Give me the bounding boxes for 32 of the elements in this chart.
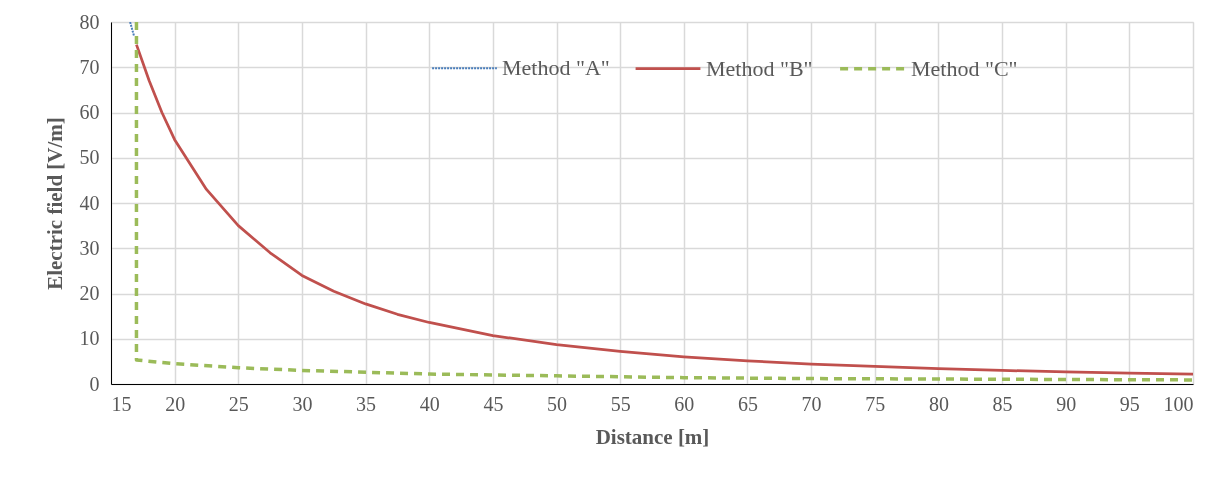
x-tick-label: 75: [865, 392, 886, 415]
x-tick-label: 60: [674, 392, 695, 415]
y-tick-label: 80: [79, 10, 100, 33]
legend-label: Method "B": [706, 55, 813, 81]
x-tick-label: 90: [1056, 392, 1077, 415]
y-tick-label: 30: [79, 236, 100, 259]
y-tick-label: 0: [89, 372, 100, 395]
x-tick-label: 100: [1163, 392, 1194, 415]
y-tick-label: 60: [79, 101, 100, 123]
y-tick-label: 50: [79, 146, 100, 169]
x-tick-label: 65: [737, 392, 758, 415]
y-tick-label: 70: [79, 55, 100, 78]
y-tick-label: 40: [79, 191, 100, 214]
y-tick-label: 20: [79, 282, 100, 304]
x-tick-label: 30: [292, 392, 313, 415]
x-tick-label: 25: [228, 392, 249, 415]
x-tick-label: 55: [610, 392, 631, 415]
x-tick-label: 95: [1119, 392, 1140, 415]
x-tick-label: 80: [928, 392, 949, 415]
x-tick-label: 35: [356, 392, 377, 415]
x-tick-label: 40: [419, 392, 440, 415]
x-tick-label: 45: [483, 392, 504, 415]
y-axis-title: Electric field [V/m]: [42, 117, 67, 290]
x-tick-label: 20: [165, 392, 186, 415]
x-tick-label: 50: [547, 392, 568, 415]
x-tick-label: 85: [992, 392, 1013, 415]
x-tick-label: 70: [801, 392, 822, 415]
legend-label: Method "C": [911, 55, 1018, 81]
legend-label: Method "A": [502, 55, 610, 81]
x-tick-label: 15: [111, 392, 132, 415]
y-tick-label: 10: [79, 327, 100, 350]
x-axis-title: Distance [m]: [595, 424, 710, 449]
